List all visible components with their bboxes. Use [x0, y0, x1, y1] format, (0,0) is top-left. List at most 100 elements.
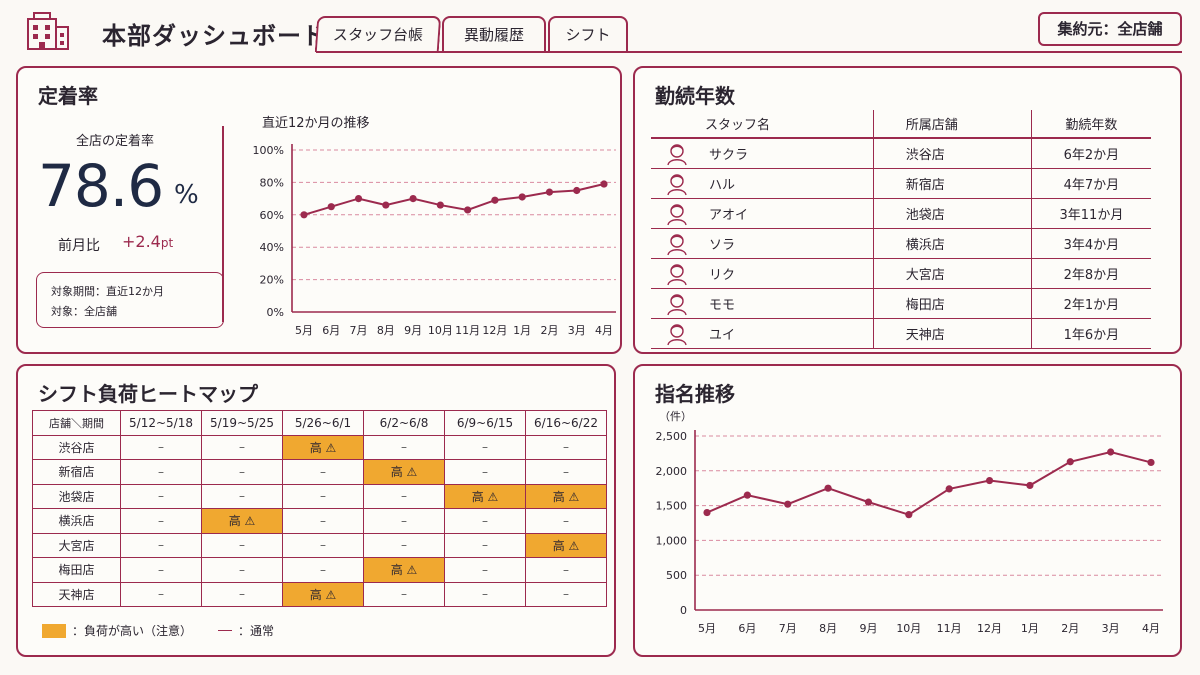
table-row[interactable]: ユイ 天神店 1年6か月 — [651, 318, 1151, 349]
heat-cell-normal[interactable]: – — [120, 459, 202, 485]
heat-cell-normal[interactable]: – — [444, 532, 526, 558]
heat-cell-normal[interactable]: – — [282, 459, 364, 485]
data-point[interactable] — [864, 498, 873, 506]
heat-cell-high[interactable]: 高 ⚠ — [201, 508, 283, 534]
heat-cell-normal[interactable]: – — [120, 508, 202, 534]
heat-cell-normal[interactable]: – — [444, 581, 526, 607]
heat-cell-normal[interactable]: – — [363, 532, 445, 558]
data-point[interactable] — [985, 476, 994, 485]
heat-cell-normal[interactable]: – — [525, 581, 607, 607]
tab-transfer-history[interactable]: 異動履歴 — [442, 16, 546, 52]
heat-cell-normal[interactable]: – — [282, 557, 364, 583]
heat-cell-normal[interactable]: – — [444, 508, 526, 534]
table-row[interactable]: モモ 梅田店 2年1か月 — [651, 288, 1151, 319]
heat-cell-normal[interactable]: – — [444, 434, 526, 460]
tab-bar-line — [316, 51, 1182, 53]
table-row[interactable]: サクラ 渋谷店 6年2か月 — [651, 138, 1151, 169]
heat-cell-normal[interactable]: – — [201, 434, 283, 460]
x-tick-label: 11月 — [455, 324, 480, 337]
staff-name-cell: ソラ — [651, 228, 874, 259]
data-point[interactable] — [382, 201, 390, 209]
table-row[interactable]: ハル 新宿店 4年7か月 — [651, 168, 1151, 199]
y-tick-label: 80% — [260, 176, 284, 189]
heat-cell-normal[interactable]: – — [525, 508, 607, 534]
heat-cell-normal[interactable]: – — [282, 508, 364, 534]
staff-name-cell: リク — [651, 258, 874, 289]
data-point[interactable] — [300, 211, 308, 219]
header: 本部ダッシュボード スタッフ台帳 異動履歴 シフト 集約元：全店舗 — [0, 0, 1200, 60]
column-header: 所属店舗 — [872, 110, 1032, 139]
heat-cell-normal[interactable]: – — [444, 557, 526, 583]
heat-cell-normal[interactable]: – — [201, 581, 283, 607]
data-point[interactable] — [491, 196, 499, 204]
staff-name: アオイ — [709, 207, 749, 223]
legend-high-label: ：負荷が高い（注意） — [72, 624, 193, 638]
data-point[interactable] — [327, 203, 335, 211]
data-point[interactable] — [545, 188, 554, 196]
heat-cell-normal[interactable]: – — [363, 483, 445, 509]
data-point[interactable] — [1026, 481, 1034, 490]
heat-cell-high[interactable]: 高 ⚠ — [363, 459, 445, 485]
high-label: 高 — [228, 514, 241, 529]
data-point[interactable] — [436, 201, 444, 209]
data-point[interactable] — [784, 500, 792, 508]
heat-cell-normal[interactable]: – — [363, 508, 445, 534]
tab-shift[interactable]: シフト — [548, 16, 628, 52]
heat-cell-high[interactable]: 高 ⚠ — [444, 483, 526, 509]
heat-cell-normal[interactable]: – — [201, 557, 283, 583]
data-point[interactable] — [824, 484, 832, 492]
data-point[interactable] — [1107, 448, 1115, 456]
heat-cell-normal[interactable]: – — [525, 459, 607, 485]
heat-cell-normal[interactable]: – — [201, 532, 283, 558]
heat-cell-high[interactable]: 高 ⚠ — [282, 434, 364, 460]
nominations-title: 指名推移 — [655, 382, 735, 406]
x-tick-label: 10月 — [896, 622, 921, 635]
table-row[interactable]: アオイ 池袋店 3年11か月 — [651, 198, 1151, 229]
table-row[interactable]: ソラ 横浜店 3年4か月 — [651, 228, 1151, 259]
heat-cell-normal[interactable]: – — [282, 483, 364, 509]
data-point[interactable] — [1147, 458, 1155, 467]
data-point[interactable] — [409, 195, 417, 203]
staff-name-cell: アオイ — [651, 198, 874, 229]
x-tick-label: 12月 — [482, 324, 507, 337]
heat-cell-high[interactable]: 高 ⚠ — [525, 483, 607, 509]
heat-cell-normal[interactable]: – — [363, 434, 445, 460]
tenure-years-cell: 3年11か月 — [1030, 198, 1151, 229]
data-point[interactable] — [743, 491, 751, 499]
data-point[interactable] — [945, 485, 953, 493]
heat-cell-normal[interactable]: – — [525, 434, 607, 460]
aggregate-source-selector[interactable]: 集約元：全店舗 — [1038, 12, 1182, 46]
staff-name: モモ — [709, 297, 736, 313]
high-label: 高 — [471, 489, 484, 504]
table-row[interactable]: リク 大宮店 2年8か月 — [651, 258, 1151, 289]
heat-cell-normal[interactable]: – — [120, 581, 202, 607]
data-point[interactable] — [1066, 458, 1074, 466]
table-row: 渋谷店 – – 高 ⚠ – – – — [32, 434, 607, 460]
data-point[interactable] — [464, 206, 472, 214]
warning-icon: ⚠ — [325, 440, 337, 455]
heat-cell-normal[interactable]: – — [120, 483, 202, 509]
heat-cell-normal[interactable]: – — [363, 581, 445, 607]
heat-cell-normal[interactable]: – — [282, 532, 364, 558]
heat-cell-high[interactable]: 高 ⚠ — [363, 557, 445, 583]
heat-cell-high[interactable]: 高 ⚠ — [525, 532, 607, 558]
avatar-icon — [667, 293, 687, 315]
table-header-row: スタッフ名 所属店舗 勤続年数 — [651, 110, 1151, 139]
heat-cell-high[interactable]: 高 ⚠ — [282, 581, 364, 607]
data-point[interactable] — [573, 186, 581, 195]
data-point[interactable] — [518, 193, 526, 201]
heat-cell-normal[interactable]: – — [444, 459, 526, 485]
data-point[interactable] — [905, 511, 913, 519]
heat-cell-normal[interactable]: – — [120, 532, 202, 558]
heat-cell-normal[interactable]: – — [120, 434, 202, 460]
data-point[interactable] — [703, 508, 711, 517]
table-row: 池袋店 – – – – 高 ⚠ 高 ⚠ — [32, 483, 607, 509]
heat-cell-normal[interactable]: – — [201, 459, 283, 485]
heat-cell-normal[interactable]: – — [201, 483, 283, 509]
period-header: 5/12~5/18 — [120, 410, 202, 436]
data-point[interactable] — [600, 180, 608, 188]
heat-cell-normal[interactable]: – — [525, 557, 607, 583]
heat-cell-normal[interactable]: – — [120, 557, 202, 583]
tab-staff-ledger[interactable]: スタッフ台帳 — [314, 16, 442, 52]
data-point[interactable] — [354, 195, 363, 203]
